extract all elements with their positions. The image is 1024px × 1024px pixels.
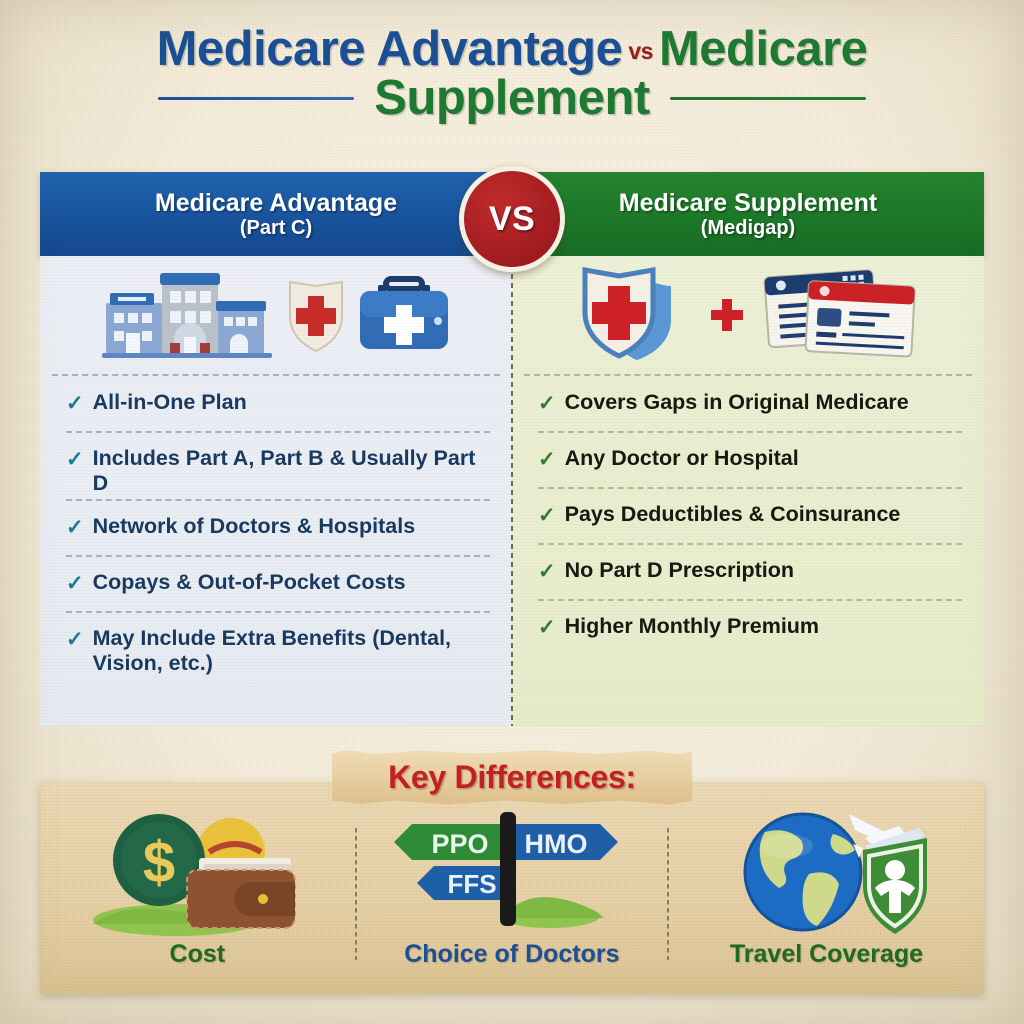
- list-separator: [538, 431, 962, 433]
- key-differences-columns: $ Cost: [40, 812, 984, 994]
- kd-divider-right: [667, 828, 670, 960]
- supplement-icon-row: [512, 256, 984, 374]
- list-separator: [538, 487, 962, 489]
- list-item-label: Covers Gaps in Original Medicare: [564, 390, 909, 414]
- globe-airplane-shield-icon: [743, 812, 928, 934]
- title-line-2: Supplement: [0, 70, 1024, 125]
- signpost-art: PPO HMO FFS: [390, 812, 634, 940]
- list-item: ✓ Network of Doctors & Hospitals: [40, 504, 512, 552]
- header-advantage-subtitle: (Part C): [239, 216, 313, 239]
- vs-badge: VS: [459, 166, 565, 272]
- list-item: ✓ Any Doctor or Hospital: [512, 436, 984, 484]
- key-differences-section: Key Differences: $: [40, 750, 984, 994]
- comparison-header-bars: Medicare Advantage (Part C) Medicare Sup…: [40, 166, 984, 272]
- travel-art: [713, 812, 939, 940]
- title-part-supplement: Supplement: [374, 70, 650, 125]
- panel-medicare-supplement: ✓ Covers Gaps in Original Medicare ✓ Any…: [512, 256, 984, 726]
- svg-text:$: $: [143, 830, 175, 895]
- list-separator: [538, 599, 962, 601]
- list-item-label: Any Doctor or Hospital: [564, 446, 799, 470]
- supplement-list: ✓ Covers Gaps in Original Medicare ✓ Any…: [512, 376, 984, 652]
- svg-text:FFS: FFS: [447, 869, 496, 899]
- title-rule-left: [158, 97, 355, 101]
- svg-text:HMO: HMO: [524, 829, 587, 859]
- travel-coverage-label: Travel Coverage: [729, 940, 924, 968]
- list-item-label: Copays & Out-of-Pocket Costs: [92, 569, 406, 594]
- list-item-label: All-in-One Plan: [92, 390, 247, 414]
- vs-badge-label: VS: [488, 199, 536, 238]
- list-item-label: No Part D Prescription: [564, 558, 794, 582]
- advantage-icon-row: [40, 256, 512, 374]
- header-bar-supplement: Medicare Supplement (Medigap): [512, 172, 984, 256]
- check-icon: ✓: [538, 504, 556, 527]
- list-separator: [66, 498, 490, 501]
- title-part-advantage: Medicare Advantage: [156, 22, 623, 76]
- header-supplement-title: Medicare Supplement: [618, 188, 878, 217]
- hospital-building-icon: [102, 273, 272, 358]
- advantage-icon-divider: [52, 374, 500, 376]
- advantage-list: ✓ All-in-One Plan ✓ Includes Part A, Par…: [40, 376, 512, 676]
- cost-art: $: [91, 812, 303, 940]
- list-item: ✓ Higher Monthly Premium: [512, 604, 984, 652]
- shield-red-cross-icon: [582, 267, 671, 360]
- list-item-label: Network of Doctors & Hospitals: [92, 513, 416, 538]
- plus-icon: [711, 299, 743, 331]
- supplement-icon-divider: [524, 374, 972, 376]
- medical-bag-icon: [360, 276, 448, 349]
- check-icon: ✓: [538, 448, 556, 471]
- list-item: ✓ No Part D Prescription: [512, 548, 984, 596]
- list-separator: [66, 554, 490, 557]
- list-separator: [538, 543, 962, 545]
- page-title: Medicare Advantage vs Medicare Supplement: [0, 22, 1024, 125]
- title-line-1: Medicare Advantage vs Medicare: [0, 22, 1024, 76]
- list-item: ✓ May Include Extra Benefits (Dental, Vi…: [40, 616, 512, 676]
- list-item: ✓ Pays Deductibles & Coinsurance: [512, 492, 984, 540]
- key-differences-label: Key Differences:: [388, 758, 636, 795]
- check-icon: ✓: [538, 616, 556, 639]
- list-item: ✓ Includes Part A, Part B & Usually Part…: [40, 436, 512, 496]
- title-rule-right: [669, 97, 866, 101]
- key-difference-choice-of-doctors: PPO HMO FFS Choice of Doctors: [354, 812, 670, 994]
- header-bar-advantage: Medicare Advantage (Part C): [40, 172, 512, 256]
- insurance-cards-icon: [763, 269, 916, 358]
- kd-divider-left: [354, 828, 357, 960]
- list-item-label: Pays Deductibles & Coinsurance: [564, 502, 901, 526]
- key-difference-travel-coverage: Travel Coverage: [669, 812, 984, 994]
- choice-of-doctors-label: Choice of Doctors: [404, 940, 620, 968]
- check-icon: ✓: [66, 571, 84, 595]
- check-icon: ✓: [66, 448, 84, 471]
- panel-divider: [511, 256, 513, 726]
- svg-text:PPO: PPO: [431, 829, 488, 859]
- check-icon: ✓: [66, 392, 84, 415]
- key-difference-cost: $ Cost: [40, 812, 355, 994]
- shield-red-cross-icon: [289, 280, 343, 353]
- list-item: ✓ All-in-One Plan: [40, 380, 512, 428]
- list-item-label: May Include Extra Benefits (Dental, Visi…: [92, 625, 452, 675]
- list-item: ✓ Copays & Out-of-Pocket Costs: [40, 560, 512, 608]
- cost-label: Cost: [169, 940, 226, 968]
- title-part-medicare: Medicare: [658, 22, 868, 76]
- list-item-label: Higher Monthly Premium: [564, 614, 820, 638]
- header-supplement-subtitle: (Medigap): [700, 216, 796, 239]
- signpost-icon: PPO HMO FFS: [393, 812, 618, 928]
- list-item-label: Includes Part A, Part B & Usually Part D: [92, 446, 476, 495]
- list-item: ✓ Covers Gaps in Original Medicare: [512, 380, 984, 428]
- list-separator: [66, 610, 490, 613]
- list-separator: [66, 431, 490, 433]
- check-icon: ✓: [66, 627, 84, 651]
- check-icon: ✓: [538, 560, 556, 583]
- title-vs-text: vs: [628, 38, 653, 64]
- header-advantage-title: Medicare Advantage: [154, 188, 398, 217]
- money-coin-wallet-icon: $: [93, 814, 297, 936]
- comparison-panels: ✓ All-in-One Plan ✓ Includes Part A, Par…: [40, 256, 984, 726]
- check-icon: ✓: [66, 515, 84, 539]
- panel-medicare-advantage: ✓ All-in-One Plan ✓ Includes Part A, Par…: [40, 256, 512, 726]
- key-differences-banner: Key Differences:: [332, 750, 692, 805]
- check-icon: ✓: [538, 392, 556, 415]
